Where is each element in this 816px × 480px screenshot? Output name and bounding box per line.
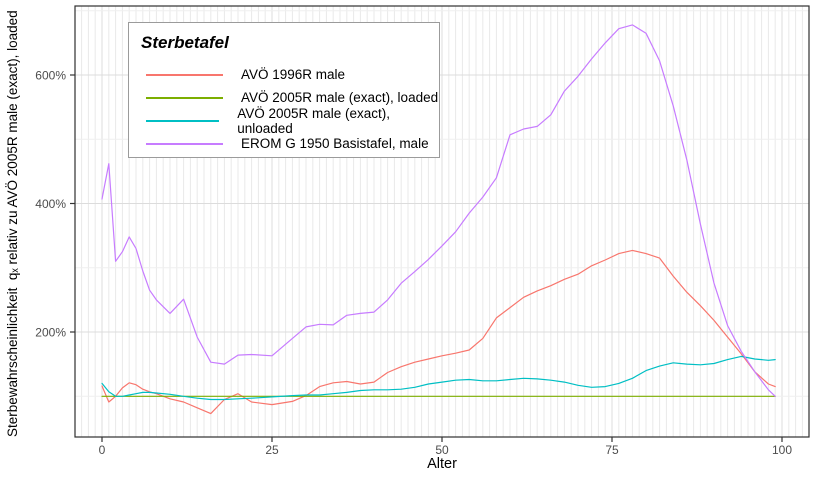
legend-line-swatch — [146, 96, 223, 99]
x-axis-title: Alter — [427, 456, 457, 472]
legend-item: AVÖ 2005R male (exact), loaded — [141, 86, 439, 109]
legend-item-label: EROM G 1950 Basistafel, male — [241, 136, 429, 151]
x-tick-label: 0 — [99, 443, 106, 457]
x-tick-label: 50 — [435, 443, 449, 457]
x-tick-label: 100 — [772, 443, 792, 457]
legend: Sterbetafel AVÖ 1996R male AVÖ 2005R mal… — [128, 22, 440, 158]
series-line-erom-g-1950 — [101, 24, 776, 397]
y-tick-label: 400% — [35, 197, 66, 211]
y-axis-title: Sterbewahrscheinlichkeit qₓ relativ zu A… — [5, 10, 20, 437]
series-line-avoe-2005r-unloaded — [101, 355, 776, 401]
y-tick-label: 600% — [35, 69, 66, 83]
x-tick-label: 75 — [605, 443, 619, 457]
legend-item-label: AVÖ 2005R male (exact), unloaded — [237, 105, 391, 136]
legend-title: Sterbetafel — [141, 33, 229, 52]
legend-item: AVÖ 2005R male (exact), unloaded — [141, 106, 439, 136]
y-tick-label: 200% — [35, 326, 66, 340]
legend-item: AVÖ 1996R male — [141, 63, 439, 86]
legend-item: EROM G 1950 Basistafel, male — [141, 132, 439, 155]
legend-line-swatch — [146, 119, 220, 122]
legend-item-label: AVÖ 1996R male — [241, 67, 346, 82]
legend-line-swatch — [146, 142, 223, 145]
legend-line-swatch — [146, 73, 223, 76]
legend-item-label: AVÖ 2005R male (exact), loaded — [241, 90, 439, 105]
series-line-avoe-1996r-male — [101, 249, 776, 415]
x-tick-label: 25 — [265, 443, 279, 457]
